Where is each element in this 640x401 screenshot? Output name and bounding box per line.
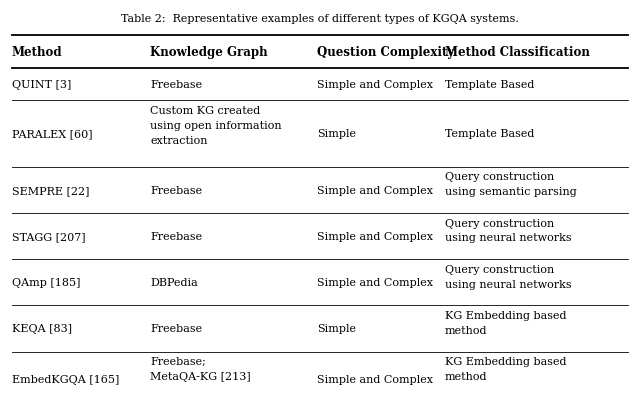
Text: KEQA [83]: KEQA [83]	[12, 324, 72, 334]
Text: QAmp [185]: QAmp [185]	[12, 277, 80, 288]
Text: Custom KG created
using open information
extraction: Custom KG created using open information…	[150, 106, 282, 146]
Text: KG Embedding based
method: KG Embedding based method	[445, 356, 566, 381]
Text: Freebase: Freebase	[150, 185, 202, 195]
Text: Simple and Complex: Simple and Complex	[317, 231, 433, 241]
Text: Query construction
using semantic parsing: Query construction using semantic parsin…	[445, 172, 577, 197]
Text: STAGG [207]: STAGG [207]	[12, 231, 85, 241]
Text: Method Classification: Method Classification	[445, 46, 589, 59]
Text: Table 2:  Representative examples of different types of KGQA systems.: Table 2: Representative examples of diff…	[121, 14, 519, 24]
Text: Simple: Simple	[317, 324, 356, 334]
Text: Knowledge Graph: Knowledge Graph	[150, 46, 268, 59]
Text: Simple and Complex: Simple and Complex	[317, 277, 433, 288]
Text: Freebase;
MetaQA-KG [213]: Freebase; MetaQA-KG [213]	[150, 356, 251, 381]
Text: Question Complexity: Question Complexity	[317, 46, 454, 59]
Text: Simple: Simple	[317, 129, 356, 139]
Text: Method: Method	[12, 46, 62, 59]
Text: EmbedKGQA [165]: EmbedKGQA [165]	[12, 374, 119, 384]
Text: DBPedia: DBPedia	[150, 277, 198, 288]
Text: SEMPRE [22]: SEMPRE [22]	[12, 185, 89, 195]
Text: Freebase: Freebase	[150, 324, 202, 334]
Text: Freebase: Freebase	[150, 231, 202, 241]
Text: Freebase: Freebase	[150, 80, 202, 90]
Text: Simple and Complex: Simple and Complex	[317, 185, 433, 195]
Text: KG Embedding based
method: KG Embedding based method	[445, 310, 566, 335]
Text: Template Based: Template Based	[445, 80, 534, 90]
Text: Query construction
using neural networks: Query construction using neural networks	[445, 218, 572, 243]
Text: Simple and Complex: Simple and Complex	[317, 374, 433, 384]
Text: Simple and Complex: Simple and Complex	[317, 80, 433, 90]
Text: Template Based: Template Based	[445, 129, 534, 139]
Text: Query construction
using neural networks: Query construction using neural networks	[445, 264, 572, 289]
Text: QUINT [3]: QUINT [3]	[12, 80, 71, 90]
Text: PARALEX [60]: PARALEX [60]	[12, 129, 92, 139]
